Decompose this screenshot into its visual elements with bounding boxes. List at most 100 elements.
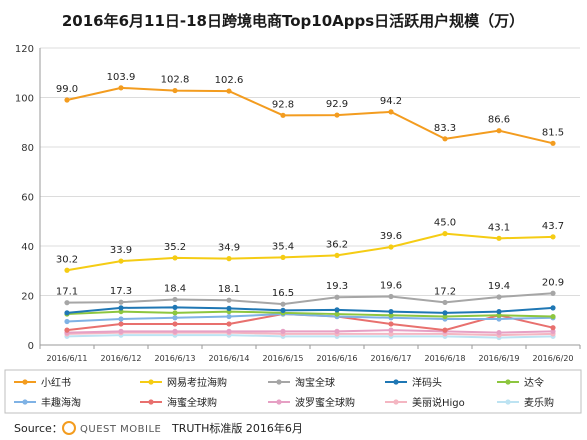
data-point — [172, 328, 178, 334]
legend-swatch-marker — [393, 379, 399, 385]
data-label: 19.4 — [488, 281, 510, 292]
legend-swatch-marker — [22, 399, 28, 405]
data-point — [172, 304, 178, 310]
data-point — [442, 327, 448, 333]
data-point — [226, 297, 232, 303]
data-point — [118, 85, 124, 91]
data-point — [334, 294, 340, 300]
data-point — [388, 293, 394, 300]
legend-entry: 洋码头 — [412, 376, 442, 389]
data-point — [280, 254, 286, 260]
data-point — [442, 136, 448, 142]
data-point — [550, 305, 556, 311]
data-point — [496, 294, 502, 300]
series-line — [66, 334, 554, 339]
data-point — [388, 327, 394, 333]
data-point — [334, 252, 340, 259]
y-tick-label: 100 — [15, 94, 34, 105]
data-point — [442, 313, 448, 320]
data-label: 86.6 — [488, 115, 510, 126]
y-tick-label: 80 — [21, 143, 34, 154]
data-point — [172, 255, 178, 261]
data-label: 43.1 — [488, 222, 510, 233]
data-point — [118, 321, 124, 327]
data-point — [550, 325, 556, 331]
data-point — [496, 330, 502, 336]
legend-entry: 达令 — [524, 376, 544, 389]
data-point — [334, 328, 340, 334]
x-tick-label: 2016/6/15 — [262, 354, 303, 363]
data-point — [226, 88, 232, 94]
data-point — [118, 328, 124, 334]
data-label: 19.6 — [380, 280, 402, 291]
y-tick-label: 0 — [28, 341, 34, 352]
data-label: 92.9 — [326, 99, 348, 110]
data-point — [172, 321, 178, 327]
legend-swatch-marker — [276, 399, 282, 405]
data-point — [280, 301, 286, 307]
legend-swatch-marker — [505, 399, 511, 405]
data-point — [334, 112, 340, 118]
plot-area: 0 20 40 60 80 100 120 2016/6/11 2016/6/12 2016/6/… — [15, 44, 581, 363]
series-line — [66, 292, 554, 306]
data-label: 34.9 — [218, 243, 240, 254]
data-label: 18.1 — [218, 284, 240, 295]
data-label: 16.5 — [272, 288, 294, 299]
data-label: 94.2 — [380, 96, 402, 107]
data-point — [64, 318, 70, 325]
quest-mobile-logo-icon — [62, 421, 76, 435]
data-point — [280, 307, 286, 313]
legend-entry: 丰趣海淘 — [41, 396, 81, 409]
data-point — [442, 310, 448, 316]
data-point — [118, 299, 124, 305]
x-tick-label: 2016/6/11 — [46, 354, 87, 363]
data-point — [172, 310, 178, 316]
data-label: 81.5 — [542, 127, 564, 138]
x-tick-label: 2016/6/16 — [316, 354, 357, 363]
data-point — [442, 231, 448, 237]
data-label: 19.3 — [326, 281, 348, 292]
y-tick-label: 120 — [15, 44, 34, 55]
series-line — [66, 313, 554, 323]
series-line — [66, 232, 554, 272]
data-point — [550, 313, 556, 320]
data-point — [118, 316, 124, 322]
footer-note: TRUTH标准版 2016年6月 — [171, 421, 303, 435]
legend-box — [4, 369, 582, 414]
legend-entry: 淘宝全球 — [295, 376, 335, 389]
y-tick-label: 60 — [21, 193, 34, 204]
series-line — [66, 306, 554, 314]
legend-swatch-marker — [148, 399, 154, 405]
data-point — [64, 327, 70, 333]
data-point — [226, 313, 232, 320]
data-point — [226, 328, 232, 334]
series-line — [66, 329, 554, 334]
data-point — [64, 97, 70, 103]
data-point — [388, 331, 394, 337]
x-tick-label: 2016/6/14 — [208, 354, 249, 363]
legend-swatch-marker — [393, 399, 399, 405]
x-tick-label: 2016/6/20 — [532, 354, 573, 363]
legend-swatch-marker — [22, 379, 28, 385]
chart-title: 2016年6月11日-18日跨境电商Top10Apps日活跃用户规模（万） — [62, 12, 524, 30]
data-point — [226, 305, 232, 311]
series-line — [66, 86, 554, 145]
brand-name: QUEST MOBILE — [80, 424, 161, 435]
data-point — [388, 312, 394, 318]
data-point — [550, 290, 556, 296]
x-tick-label: 2016/6/18 — [424, 354, 465, 363]
footer: Source： QUEST MOBILE TRUTH标准版 2016年6月 — [14, 421, 303, 435]
data-label: 30.2 — [56, 254, 78, 265]
data-point — [496, 312, 502, 318]
legend-swatch-marker — [505, 379, 511, 385]
legend-entry: 网易考拉海购 — [167, 376, 227, 389]
source-label: Source： — [14, 422, 63, 435]
data-label: 103.9 — [107, 72, 136, 83]
data-point — [118, 305, 124, 311]
legend-entry: 麦乐购 — [524, 396, 554, 409]
y-tick-label: 40 — [21, 242, 34, 253]
data-point — [496, 316, 502, 322]
data-label: 83.3 — [434, 123, 456, 134]
